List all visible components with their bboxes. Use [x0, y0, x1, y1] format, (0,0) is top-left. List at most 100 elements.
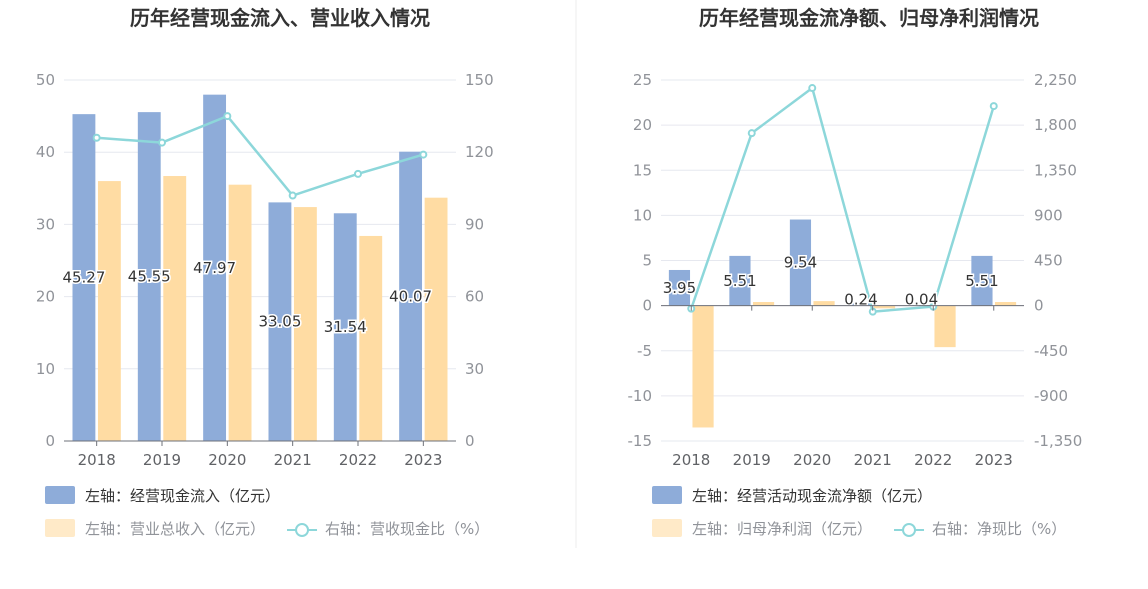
line-point [808, 84, 817, 93]
bar-value-label: 5.51 [965, 272, 998, 290]
right-tick-label: 30 [465, 360, 484, 378]
bar-primary [203, 94, 227, 441]
right-tick-label: -450 [1034, 342, 1068, 360]
left-axis: -15 -10 -5 0 5 10 15 20 25 [628, 71, 653, 450]
x-tick-label: 2018 [672, 451, 710, 469]
legend-swatch [652, 519, 682, 537]
x-tick-label: 2020 [793, 451, 831, 469]
left-tick-label: 25 [633, 71, 652, 89]
line-point [288, 191, 297, 200]
left-tick-label: 0 [45, 432, 55, 450]
bar-secondary [752, 302, 775, 306]
left-tick-label: 5 [642, 252, 652, 270]
data-labels: 3.95 5.51 9.54 0.24 0.04 5.51 [661, 252, 1000, 310]
bar-secondary [97, 181, 121, 441]
line-point [354, 169, 362, 178]
bar-secondary [359, 235, 383, 441]
line-point [989, 102, 998, 111]
bar-primary [729, 255, 751, 306]
x-axis: 2018 2019 2020 2021 2022 2023 [661, 305, 1024, 469]
right-axis: 0 30 60 90 120 150 [465, 71, 494, 450]
x-tick-label: 2018 [78, 451, 116, 469]
bar-secondary [994, 302, 1017, 306]
bar-value-label: 31.54 [324, 318, 367, 336]
chart-title: 历年经营现金流净额、归母净利润情况 [699, 6, 1039, 30]
bar-primary [137, 112, 161, 441]
legend[interactable]: 左轴：经营活动现金流净额（亿元） 左轴：归母净利润（亿元） 右轴：净现比（%） [652, 486, 1066, 538]
legend-label[interactable]: 右轴：营收现金比（%） [325, 520, 489, 538]
bar-value-label: 0.24 [844, 291, 877, 309]
left-tick-label: 15 [633, 161, 652, 179]
bar-value-label: 45.27 [62, 269, 105, 287]
right-tick-label: 1,800 [1034, 116, 1077, 134]
bar-value-label: 33.05 [258, 313, 301, 331]
x-tick-label: 2021 [854, 451, 892, 469]
left-tick-label: 20 [36, 288, 55, 306]
x-tick-label: 2019 [733, 451, 771, 469]
bar-primary [668, 269, 691, 306]
left-tick-label: 10 [36, 360, 55, 378]
right-tick-label: 0 [465, 432, 475, 450]
bar-value-label: 9.54 [784, 254, 817, 272]
bars [668, 219, 1017, 428]
line-path [96, 114, 424, 197]
bar-primary [971, 255, 993, 306]
right-tick-label: 1,350 [1034, 161, 1077, 179]
x-tick-label: 2023 [404, 451, 442, 469]
data-labels: 45.27 45.55 47.97 33.05 31.54 40.07 [61, 257, 434, 337]
right-tick-label: 2,250 [1034, 71, 1077, 89]
line-point [92, 133, 101, 142]
bar-primary [333, 213, 357, 441]
line-point [419, 150, 428, 159]
legend-label[interactable]: 右轴：净现比（%） [932, 520, 1066, 538]
right-tick-label: 120 [465, 143, 494, 161]
line-path [690, 85, 995, 313]
left-tick-label: 20 [633, 116, 652, 134]
right-tick-label: -900 [1034, 387, 1068, 405]
bar-value-label: 3.95 [663, 279, 696, 297]
x-tick-label: 2022 [914, 451, 952, 469]
left-tick-label: -10 [628, 387, 653, 405]
bar-primary [399, 151, 423, 442]
chart-net-cashflow-profit: 历年经营现金流净额、归母净利润情况 -15 -10 -5 0 5 10 15 20 25 -1,… [628, 6, 1083, 538]
left-tick-label: 0 [642, 297, 652, 315]
bar-primary [789, 219, 812, 306]
right-tick-label: 0 [1034, 297, 1044, 315]
x-axis: 2018 2019 2020 2021 2022 2023 [64, 440, 456, 469]
line-series [687, 84, 998, 316]
bar-secondary [228, 184, 252, 441]
right-axis: -1,350 -900 -450 0 450 900 1,350 1,800 2,250 [1034, 71, 1082, 450]
bar-secondary [813, 301, 835, 306]
x-tick-label: 2021 [274, 451, 312, 469]
chart-cash-inflow-revenue: 历年经营现金流入、营业收入情况 0 10 20 30 40 50 0 30 60 90 120 15… [36, 6, 494, 538]
left-tick-label: -5 [637, 342, 652, 360]
legend-swatch [45, 486, 75, 504]
left-tick-label: -15 [628, 432, 653, 450]
right-tick-label: -1,350 [1034, 432, 1082, 450]
x-tick-label: 2022 [339, 451, 377, 469]
bar-value-label: 0.04 [905, 291, 938, 309]
chart-title: 历年经营现金流入、营业收入情况 [130, 6, 430, 30]
legend-label[interactable]: 左轴：经营活动现金流净额（亿元） [692, 487, 932, 505]
legend-label[interactable]: 左轴：营业总收入（亿元） [85, 520, 265, 538]
x-tick-label: 2019 [143, 451, 181, 469]
left-tick-label: 50 [36, 71, 55, 89]
bars [72, 94, 448, 442]
left-axis: 0 10 20 30 40 50 [36, 71, 55, 450]
x-tick-label: 2023 [975, 451, 1013, 469]
left-tick-label: 40 [36, 143, 55, 161]
right-tick-label: 150 [465, 71, 494, 89]
legend[interactable]: 左轴：经营现金流入（亿元） 左轴：营业总收入（亿元） 右轴：营收现金比（%） [45, 486, 489, 538]
legend-label[interactable]: 左轴：归母净利润（亿元） [692, 520, 872, 538]
bar-secondary [873, 305, 896, 309]
left-tick-label: 10 [633, 206, 652, 224]
bar-value-label: 45.55 [128, 268, 171, 286]
bar-value-label: 47.97 [193, 259, 236, 277]
right-tick-label: 60 [465, 288, 484, 306]
bar-primary [72, 114, 96, 441]
legend-label[interactable]: 左轴：经营现金流入（亿元） [85, 487, 280, 505]
line-point [158, 138, 166, 147]
legend-swatch [45, 519, 75, 537]
bar-value-label: 40.07 [389, 287, 432, 305]
